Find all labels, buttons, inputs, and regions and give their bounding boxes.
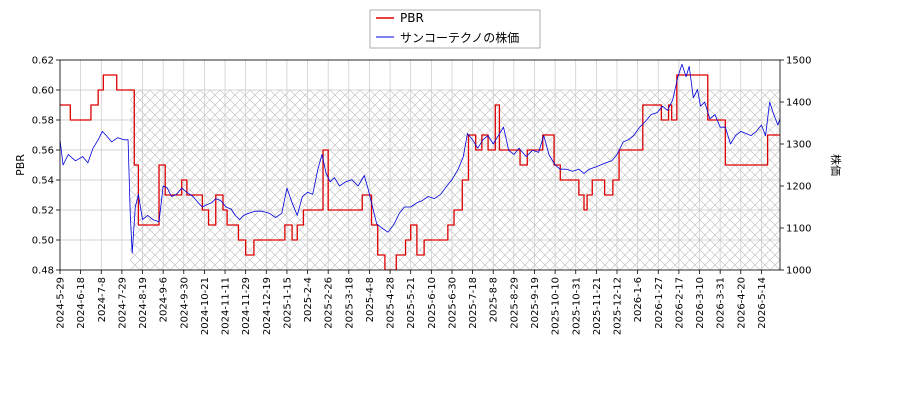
y-tick-label-right: 1400 (786, 98, 811, 109)
y-tick-label-left: 0.52 (32, 206, 54, 217)
x-tick-label: 2025-1-15 (282, 277, 293, 329)
x-tick-label: 2025-10-10 (551, 277, 562, 335)
x-tick-label: 2025-11-21 (592, 277, 603, 335)
x-tick-label: 2026-3-31 (716, 277, 727, 329)
y-tick-label-right: 1100 (786, 224, 811, 235)
x-tick-label: 2026-3-10 (695, 277, 706, 329)
x-tick-label: 2025-9-19 (530, 277, 541, 329)
x-tick-label: 2024-6-18 (76, 277, 87, 329)
x-tick-label: 2026-1-6 (633, 277, 644, 322)
x-tick-label: 2025-4-28 (386, 277, 397, 329)
y-ticks-left: 0.48 0.50 0.52 0.54 0.56 0.58 0.60 0.62 (32, 56, 60, 277)
series-lines (60, 63, 780, 270)
plot-frame (59, 59, 781, 271)
legend: PBR サンコーテクノの株価 (369, 9, 541, 49)
x-tick-label: 2025-4-8 (365, 277, 376, 322)
x-tick-label: 2025-6-10 (427, 277, 438, 329)
x-tick-label: 2025-10-31 (571, 277, 582, 335)
x-tick-label: 2024-12-19 (262, 277, 273, 335)
legend-label-price: サンコーテクノの株価 (400, 30, 519, 45)
x-tick-label: 2025-8-8 (489, 277, 500, 322)
x-tick-label: 2026-5-14 (757, 277, 768, 329)
x-tick-label: 2025-5-21 (406, 277, 417, 329)
y-tick-label-right: 1000 (786, 266, 811, 277)
y-tick-label-right: 1200 (786, 182, 811, 193)
y-axis-label-left: PBR (14, 154, 27, 176)
x-tick-label: 2025-12-12 (613, 277, 624, 335)
x-tick-label: 2025-6-30 (447, 277, 458, 329)
y-axis-label-right: 株価 (829, 154, 843, 176)
x-tick-label: 2025-3-18 (344, 277, 355, 329)
x-tick-label: 2025-2-4 (303, 277, 314, 322)
y-tick-label-left: 0.56 (32, 146, 54, 157)
series-line-0 (60, 74, 780, 270)
x-tick-label: 2024-11-11 (221, 277, 232, 335)
x-tick-label: 2025-8-29 (509, 277, 520, 329)
x-tick-label: 2025-7-18 (468, 277, 479, 329)
x-tick-label: 2024-7-29 (117, 277, 128, 329)
x-tick-label: 2024-7-8 (97, 277, 108, 322)
y-tick-label-left: 0.54 (32, 176, 54, 187)
x-tick-label: 2024-9-6 (159, 277, 170, 322)
x-tick-label: 2024-11-29 (241, 277, 252, 335)
series-line-1 (60, 63, 780, 254)
legend-label-pbr: PBR (400, 11, 424, 25)
y-tick-label-left: 0.50 (32, 236, 54, 247)
y-tick-label-left: 0.48 (32, 266, 54, 277)
x-tick-label: 2026-2-17 (674, 277, 685, 329)
x-tick-label: 2025-2-26 (324, 277, 335, 329)
x-tick-label: 2024-8-19 (138, 277, 149, 329)
legend-box (369, 9, 541, 49)
x-tick-label: 2024-5-29 (56, 277, 67, 329)
y-tick-label-left: 0.58 (32, 116, 54, 127)
y-ticks-right: 1000 1100 1200 1300 1400 1500 (780, 56, 811, 277)
x-tick-label: 2024-9-30 (179, 277, 190, 329)
x-tick-label: 2026-1-27 (654, 277, 665, 329)
x-tick-label: 2024-10-21 (200, 277, 211, 335)
y-tick-label-left: 0.60 (32, 86, 54, 97)
y-tick-label-right: 1500 (786, 56, 811, 67)
y-tick-label-left: 0.62 (32, 56, 54, 67)
x-ticks: 2024-5-29 2024-6-18 2024-7-8 2024-7-29 2024-… (56, 270, 768, 335)
y-tick-label-right: 1300 (786, 140, 811, 151)
x-tick-label: 2026-4-20 (736, 277, 747, 329)
